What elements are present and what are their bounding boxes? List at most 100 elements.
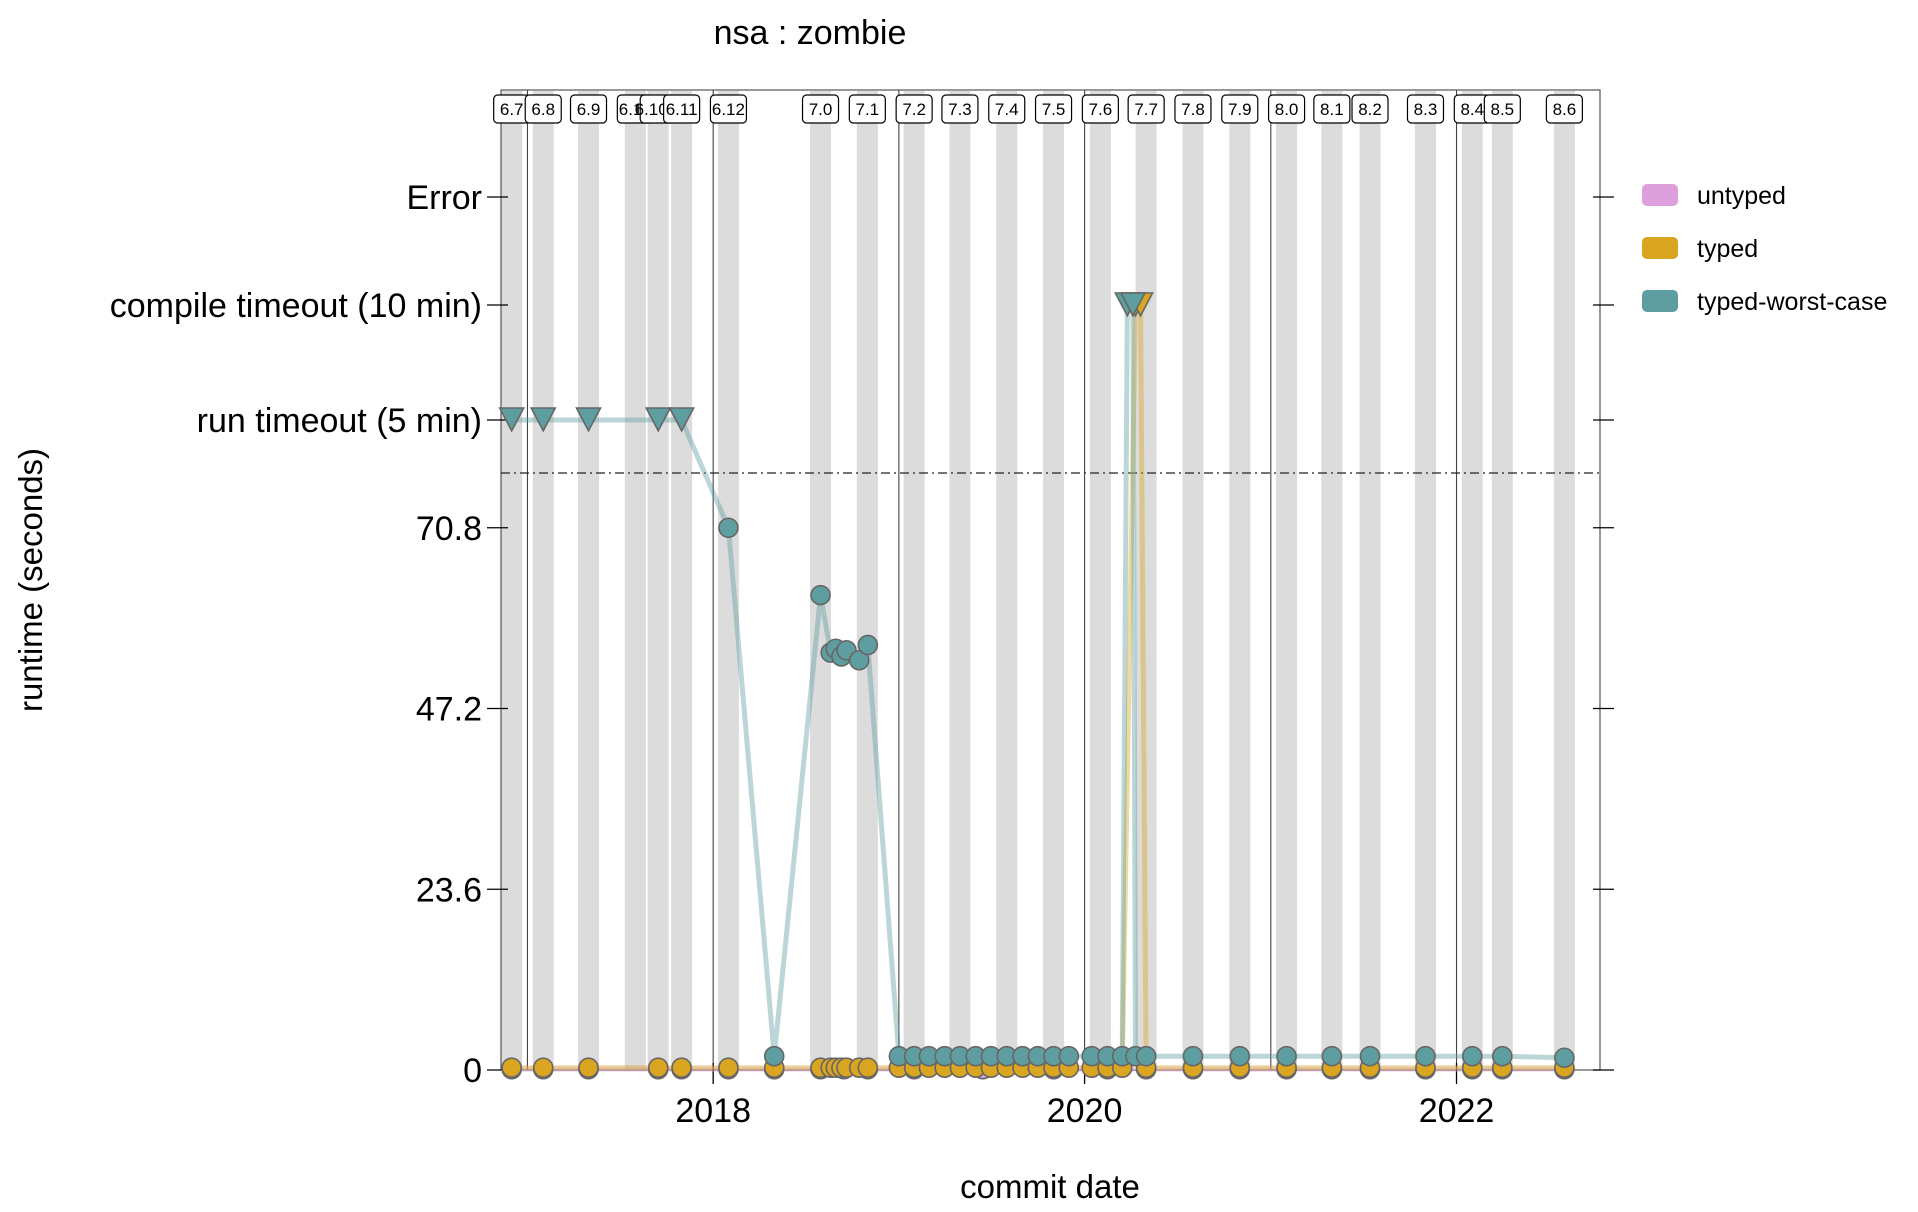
x-tick-label: 2022 [1419,1092,1495,1130]
y-tick-label: 70.8 [416,510,482,548]
version-band [1414,91,1436,1069]
data-point [848,649,870,671]
version-band [501,91,523,1069]
data-point [1058,1045,1080,1067]
data-point [1461,1045,1483,1067]
version-label-text: 8.1 [1320,100,1344,119]
version-label-box [1221,94,1259,124]
version-band [1229,91,1251,1069]
version-label-box [1406,94,1445,124]
chart-title: nsa : zombie [714,14,907,52]
version-label: 7.9 [1221,94,1259,124]
series-lines [511,302,1565,1072]
version-band [1043,91,1065,1069]
version-band [578,91,600,1069]
y-axis-label: runtime (seconds) [12,448,49,712]
version-label-box [801,94,840,124]
version-label-text: 6.8 [531,100,555,119]
data-point [1135,1045,1157,1067]
version-label-text: 7.9 [1228,100,1252,119]
version-label-text: 8.3 [1414,100,1438,119]
version-label-text: 7.7 [1134,100,1158,119]
y-tick-label: 47.2 [416,691,482,729]
data-point [718,1057,739,1079]
data-point [1554,1047,1575,1069]
version-label-box [988,94,1026,124]
version-label-text: 7.4 [995,100,1019,119]
data-point [647,1057,669,1079]
version-band [624,91,646,1069]
version-band [1276,91,1298,1069]
version-label: 7.2 [895,94,933,124]
timeout-marker [529,407,557,433]
version-label-text: 6.11 [666,100,698,119]
version-band [1135,91,1157,1069]
version-label-text: 8.0 [1275,100,1299,119]
version-label: 8.3 [1406,94,1445,124]
version-label: 7.1 [848,94,886,124]
version-band [949,91,971,1069]
timeout-marker [644,407,672,433]
version-band [996,91,1018,1069]
y-category-label: Error [406,179,482,217]
legend-swatch-untyped [1642,184,1678,206]
legend-label: untyped [1697,182,1786,210]
version-label-text: 8.6 [1553,100,1577,119]
y-category-label: run timeout (5 min) [197,402,482,440]
version-label: 6.11 [663,94,701,124]
version-label-text: 7.2 [902,100,926,119]
version-band [903,91,925,1069]
y-axis: 0 23.6 47.2 70.8 run timeout (5 min) compile … [110,179,1614,1090]
version-band [1491,91,1513,1069]
version-label: 7.0 [801,94,840,124]
version-label-text: 7.6 [1089,100,1113,119]
data-point [532,1057,554,1079]
version-label: 8.5 [1483,94,1521,124]
version-label-box [941,94,979,124]
version-label-box [709,94,748,124]
version-label: 7.6 [1081,94,1119,124]
year-lines [526,90,1458,1070]
version-bands [501,91,1575,1069]
version-label-box [1127,94,1165,124]
version-band [1359,91,1381,1069]
data-point [1321,1045,1343,1067]
version-label: 8.6 [1545,94,1583,124]
version-label: 8.4 [1453,94,1491,124]
version-label-text: 7.8 [1181,100,1205,119]
version-label: 6.9 [569,94,608,124]
x-tick-label: 2018 [675,1092,751,1130]
version-label-text: 7.1 [856,100,880,119]
timeout-marker [668,407,695,433]
y-tick-label: 23.6 [416,871,482,909]
legend: untyped typed typed-worst-case [1642,182,1887,316]
version-band [532,91,554,1069]
version-label-text: 8.5 [1490,100,1514,119]
data-point [763,1045,785,1067]
data-point [671,1057,692,1079]
version-label: 8.1 [1313,94,1351,124]
version-label-box [895,94,933,124]
data-point [1229,1045,1251,1067]
version-label: 7.7 [1127,94,1165,124]
version-band [1089,91,1111,1069]
timeout-marker [498,407,526,433]
data-point [501,1057,522,1079]
version-label-text: 8.2 [1358,100,1382,119]
version-label-box [524,94,562,124]
version-label-box [1545,94,1583,124]
version-band [1321,91,1343,1069]
version-label-text: 6.9 [577,100,601,119]
data-point [1492,1045,1513,1067]
version-label-box [569,94,608,124]
version-label-box [1483,94,1521,124]
version-label: 7.8 [1174,94,1212,124]
version-band [1553,91,1575,1069]
series-points [498,292,1575,1080]
data-point [1182,1045,1204,1067]
version-label-box [663,94,701,124]
series-line-typed-worst-case [511,302,1565,1061]
data-point [578,1057,599,1079]
legend-swatch-typed [1642,237,1678,259]
data-point [810,584,831,606]
